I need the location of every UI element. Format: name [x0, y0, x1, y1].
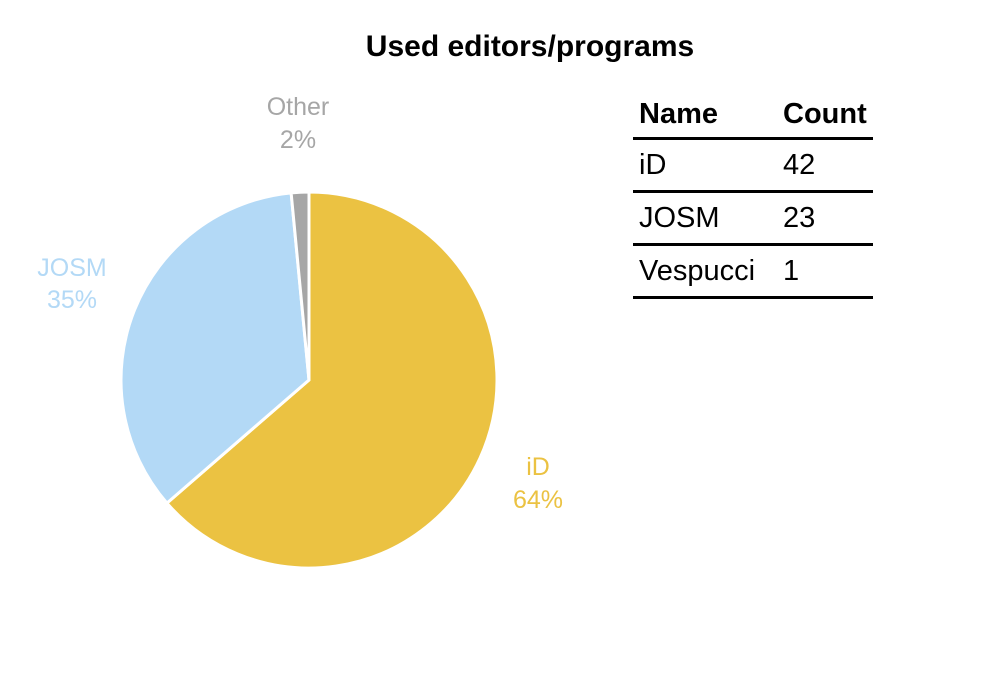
table-cell-count: 23 — [777, 191, 873, 246]
column-header-name: Name — [633, 92, 777, 140]
slice-label-josm-name: JOSM — [37, 254, 106, 282]
table-cell-name: Vespucci — [633, 244, 777, 299]
chart-title: Used editors/programs — [365, 30, 695, 63]
table-row: iD 42 — [633, 138, 873, 193]
column-header-count: Count — [777, 92, 873, 140]
table-cell-count: 1 — [777, 244, 873, 299]
table-cell-count: 42 — [777, 138, 873, 193]
table-row: Vespucci 1 — [633, 244, 873, 299]
pie-slice-other — [289, 190, 311, 382]
slice-label-id-name: iD — [526, 453, 550, 481]
data-table: Name Count iD 42 JOSM 23 Vespucci 1 — [633, 92, 873, 299]
table-row: JOSM 23 — [633, 191, 873, 246]
pie-slices — [119, 190, 499, 570]
pie-slice-josm — [119, 191, 311, 505]
slice-label-other-name: Other — [267, 93, 330, 121]
table-cell-name: JOSM — [633, 191, 777, 246]
slice-label-id-percent: 64% — [513, 486, 563, 514]
slice-label-josm-percent: 35% — [47, 286, 97, 314]
table-cell-name: iD — [633, 138, 777, 193]
slice-label-other-percent: 2% — [280, 126, 316, 154]
table-header-row: Name Count — [633, 92, 873, 140]
pie-slice-id — [165, 190, 499, 570]
